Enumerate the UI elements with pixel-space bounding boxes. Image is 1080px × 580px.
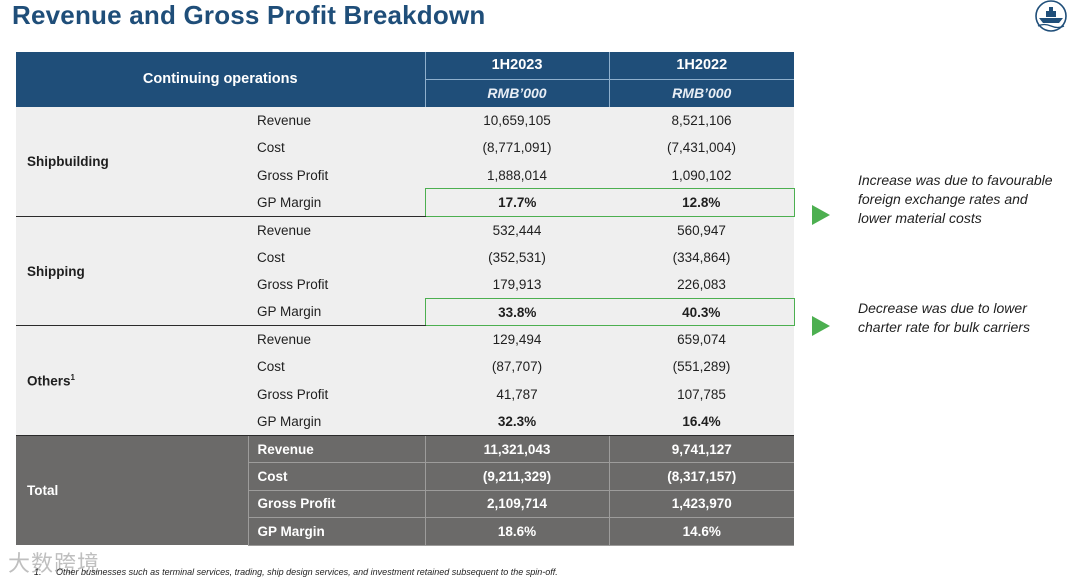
callout-arrow-icon	[812, 205, 830, 225]
header-unit-2: RMB’000	[672, 85, 732, 102]
table-row-total: Cost (9,211,329) (8,317,157)	[16, 462, 794, 491]
value-cell: (551,289)	[609, 353, 794, 381]
header-period-1: 1H2023	[425, 52, 610, 80]
value-cell-highlight: 17.7%	[424, 188, 609, 217]
table-row-total: Gross Profit 2,109,714 1,423,970	[16, 490, 794, 519]
table-row-gp-margin: GP Margin 17.7% 12.8%	[16, 188, 795, 217]
value-cell: 1,888,014	[425, 161, 609, 189]
value-cell: 659,074	[609, 325, 794, 354]
callout-arrow-icon	[812, 316, 830, 336]
header-unit-1: RMB’000	[425, 79, 610, 107]
page-title: Revenue and Gross Profit Breakdown	[12, 0, 486, 30]
segment-shipping: Shipping	[16, 216, 248, 327]
value-cell-highlight: 12.8%	[609, 188, 795, 217]
table-row: Gross Profit 1,888,014 1,090,102	[16, 161, 794, 189]
value-cell: 179,913	[425, 271, 609, 299]
value-cell: (9,211,329)	[424, 462, 609, 491]
metric-label: Gross Profit	[248, 271, 425, 299]
value-cell: 1,423,970	[608, 490, 794, 519]
segment-total: Total	[16, 435, 248, 546]
value-cell: 18.6%	[424, 517, 609, 546]
table-row: Gross Profit 41,787 107,785	[16, 380, 794, 409]
value-cell: (8,771,091)	[425, 134, 609, 162]
callout-shipbuilding: Increase was due to favourable foreign e…	[858, 172, 1053, 226]
value-cell: 226,083	[609, 271, 794, 299]
metric-label: Gross Profit	[247, 490, 425, 519]
header-period-2: 1H2022	[609, 52, 794, 80]
metric-label: GP Margin	[248, 408, 425, 436]
segment-others: Others1	[16, 325, 248, 436]
value-cell: 129,494	[425, 325, 609, 354]
metric-label: Cost	[248, 134, 425, 162]
metric-label: Revenue	[248, 325, 425, 354]
table-row-total: GP Margin 18.6% 14.6%	[16, 517, 794, 546]
value-cell: 107,785	[609, 380, 794, 409]
table-row: Shipping Revenue 532,444 560,947	[16, 216, 794, 327]
metric-label: Revenue	[248, 106, 425, 135]
value-cell-highlight: 33.8%	[424, 298, 609, 327]
header-continuing-operations: Continuing operations	[16, 52, 426, 107]
value-cell: 2,109,714	[424, 490, 609, 519]
value-cell-highlight: 40.3%	[609, 298, 795, 327]
value-cell: (7,431,004)	[609, 134, 794, 162]
watermark: 大数跨境	[8, 551, 101, 576]
table-row: Cost (8,771,091) (7,431,004)	[16, 134, 794, 162]
revenue-breakdown-table: Continuing operations 1H2023 1H2022 RMB’…	[16, 52, 795, 546]
metric-label: GP Margin	[248, 188, 425, 217]
metric-label: Cost	[248, 353, 425, 381]
metric-label: Gross Profit	[248, 380, 425, 409]
value-cell: 1,090,102	[609, 161, 794, 189]
value-cell: (334,864)	[609, 243, 794, 272]
metric-label: GP Margin	[247, 517, 425, 546]
metric-label: Cost	[248, 243, 425, 272]
table-row: Cost (87,707) (551,289)	[16, 353, 794, 381]
table-row: Cost (352,531) (334,864)	[16, 243, 794, 272]
value-cell: 32.3%	[425, 408, 609, 436]
value-cell: 9,741,127	[608, 435, 794, 464]
value-cell: 16.4%	[609, 408, 794, 436]
footnote: 1. Other businesses such as terminal ser…	[34, 567, 558, 577]
footnote-number: 1.	[34, 567, 42, 577]
value-cell: 560,947	[609, 216, 794, 244]
table-row-gp-margin: GP Margin 33.8% 40.3%	[16, 298, 795, 327]
table-row-total: Total Revenue 11,321,043 9,741,127	[16, 435, 794, 546]
table-row-gp-margin: GP Margin 32.3% 16.4%	[16, 408, 794, 436]
metric-label: GP Margin	[248, 298, 425, 327]
value-cell: 8,521,106	[609, 106, 794, 135]
value-cell: 11,321,043	[424, 435, 609, 464]
value-cell: 14.6%	[608, 517, 794, 546]
value-cell: 41,787	[425, 380, 609, 409]
callout-shipping: Decrease was due to lower charter rate f…	[858, 300, 1030, 335]
metric-label: Revenue	[248, 216, 425, 244]
footnote-marker: 1	[70, 372, 75, 382]
table-row: Others1 Revenue 129,494 659,074	[16, 325, 794, 436]
value-cell: 532,444	[425, 216, 609, 244]
metric-label: Gross Profit	[248, 161, 425, 189]
metric-label: Revenue	[247, 435, 425, 464]
table-row: Shipbuilding Revenue 10,659,105 8,521,10…	[16, 106, 794, 217]
value-cell: (87,707)	[425, 353, 609, 381]
value-cell: (8,317,157)	[608, 462, 794, 491]
value-cell: 10,659,105	[425, 106, 609, 135]
table-row: Gross Profit 179,913 226,083	[16, 271, 794, 299]
metric-label: Cost	[247, 462, 425, 491]
footnote-text: Other businesses such as terminal servic…	[56, 567, 558, 577]
segment-shipbuilding: Shipbuilding	[16, 106, 248, 217]
ship-emblem-icon	[1035, 0, 1067, 32]
value-cell: (352,531)	[425, 243, 609, 272]
